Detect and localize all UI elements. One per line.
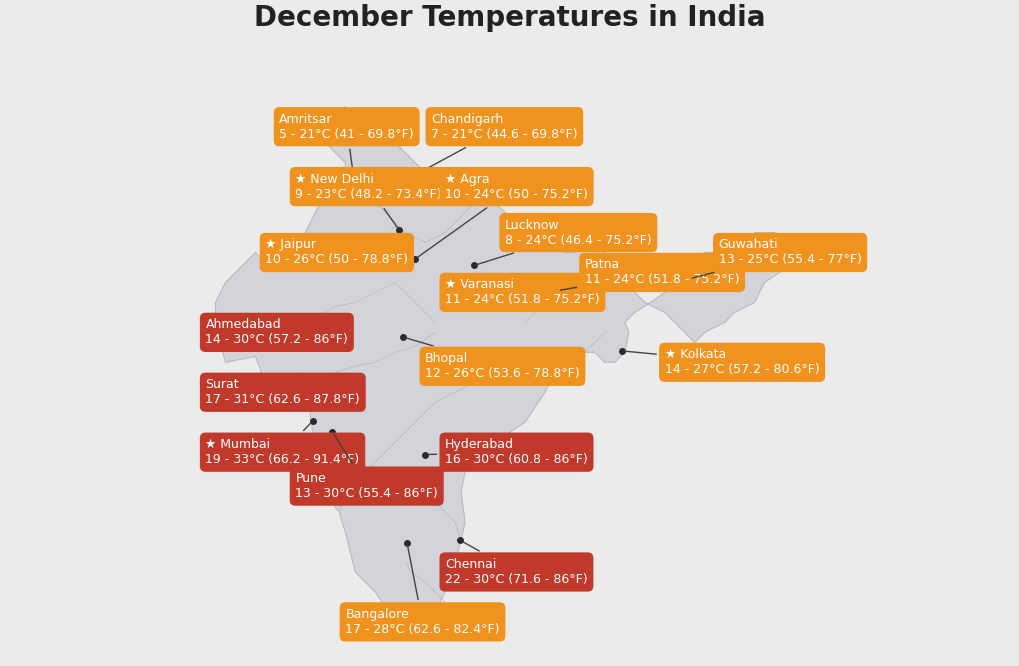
Text: Bhopal
12 - 26°C (53.6 - 78.8°F): Bhopal 12 - 26°C (53.6 - 78.8°F) bbox=[406, 338, 579, 380]
Text: Surat
17 - 31°C (62.6 - 87.8°F): Surat 17 - 31°C (62.6 - 87.8°F) bbox=[205, 378, 360, 406]
Text: Patna
11 - 24°C (51.8 - 75.2°F): Patna 11 - 24°C (51.8 - 75.2°F) bbox=[559, 258, 739, 290]
Text: ★ Agra
10 - 24°C (50 - 75.2°F): ★ Agra 10 - 24°C (50 - 75.2°F) bbox=[417, 172, 587, 257]
Text: ★ New Delhi
9 - 23°C (48.2 - 73.4°F): ★ New Delhi 9 - 23°C (48.2 - 73.4°F) bbox=[296, 172, 441, 228]
Text: Pune
13 - 30°C (55.4 - 86°F): Pune 13 - 30°C (55.4 - 86°F) bbox=[296, 434, 438, 500]
Text: Chandigarh
7 - 21°C (44.6 - 69.8°F): Chandigarh 7 - 21°C (44.6 - 69.8°F) bbox=[393, 113, 577, 186]
Text: Guwahati
13 - 25°C (55.4 - 77°F): Guwahati 13 - 25°C (55.4 - 77°F) bbox=[692, 238, 861, 278]
Text: Bangalore
17 - 28°C (62.6 - 82.4°F): Bangalore 17 - 28°C (62.6 - 82.4°F) bbox=[344, 545, 499, 636]
Text: Chennai
22 - 30°C (71.6 - 86°F): Chennai 22 - 30°C (71.6 - 86°F) bbox=[444, 542, 587, 586]
Text: ★ Kolkata
14 - 27°C (57.2 - 80.6°F): ★ Kolkata 14 - 27°C (57.2 - 80.6°F) bbox=[625, 348, 818, 376]
Polygon shape bbox=[215, 107, 804, 636]
Text: Amritsar
5 - 21°C (41 - 69.8°F): Amritsar 5 - 21°C (41 - 69.8°F) bbox=[279, 113, 414, 167]
Text: Hyderabad
16 - 30°C (60.8 - 86°F): Hyderabad 16 - 30°C (60.8 - 86°F) bbox=[427, 438, 587, 466]
Title: December Temperatures in India: December Temperatures in India bbox=[254, 4, 765, 32]
Text: Ahmedabad
14 - 30°C (57.2 - 86°F): Ahmedabad 14 - 30°C (57.2 - 86°F) bbox=[205, 318, 347, 346]
Text: ★ Jaipur
10 - 26°C (50 - 78.8°F): ★ Jaipur 10 - 26°C (50 - 78.8°F) bbox=[265, 238, 408, 266]
Text: ★ Varanasi
11 - 24°C (51.8 - 75.2°F): ★ Varanasi 11 - 24°C (51.8 - 75.2°F) bbox=[444, 278, 599, 306]
Text: Lucknow
8 - 24°C (46.4 - 75.2°F): Lucknow 8 - 24°C (46.4 - 75.2°F) bbox=[476, 218, 651, 264]
Text: ★ Mumbai
19 - 33°C (66.2 - 91.4°F): ★ Mumbai 19 - 33°C (66.2 - 91.4°F) bbox=[205, 423, 360, 466]
